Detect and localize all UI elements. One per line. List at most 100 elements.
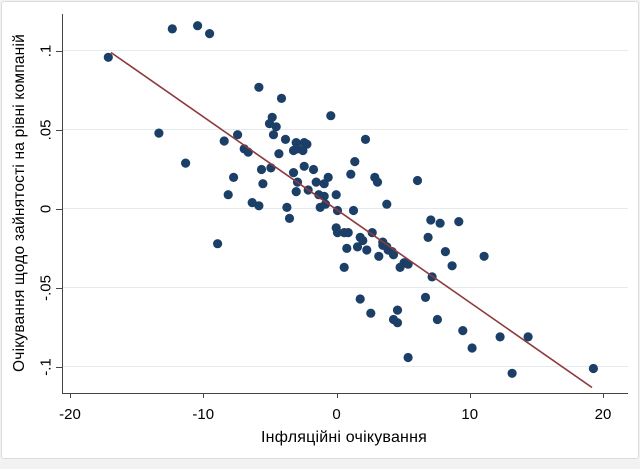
x-tick-mark xyxy=(469,393,471,398)
scatter-point xyxy=(392,318,403,328)
scatter-point xyxy=(403,352,413,363)
scatter-point xyxy=(372,177,383,187)
y-tick-mark xyxy=(56,287,62,289)
scatter-point xyxy=(388,250,399,260)
scatter-point xyxy=(223,190,233,200)
gridline xyxy=(63,50,628,52)
scatter-point xyxy=(435,218,445,228)
x-tick-mark xyxy=(203,393,205,398)
scatter-point xyxy=(355,294,365,304)
gridline xyxy=(63,287,628,289)
scatter-point xyxy=(360,134,371,144)
scatter-point xyxy=(288,145,299,156)
scatter-point xyxy=(326,111,336,121)
gridline xyxy=(63,366,628,368)
fit-line xyxy=(110,51,593,389)
scatter-point xyxy=(367,228,377,238)
scatter-point xyxy=(276,93,287,103)
x-tick-label: -10 xyxy=(192,406,215,423)
scatter-point xyxy=(479,251,489,261)
scatter-point xyxy=(352,242,363,252)
scatter-point xyxy=(284,213,295,223)
x-tick-mark xyxy=(603,393,604,398)
scatter-point xyxy=(454,217,464,227)
scatter-point xyxy=(440,247,450,257)
scatter-point xyxy=(193,21,203,31)
scatter-point xyxy=(467,343,477,353)
chart-figure xyxy=(1,1,639,459)
scatter-point xyxy=(258,179,268,189)
scatter-point xyxy=(447,261,457,271)
scatter-point xyxy=(103,52,113,62)
scatter-point xyxy=(254,82,264,92)
gridline xyxy=(63,208,628,210)
scatter-point xyxy=(332,228,343,238)
y-tick-label: -.05 xyxy=(37,275,55,301)
scatter-point xyxy=(348,205,359,216)
scatter-point xyxy=(229,172,239,182)
scatter-point xyxy=(298,145,308,156)
y-tick-label: .1 xyxy=(37,44,55,58)
y-tick-label: .05 xyxy=(37,119,55,141)
x-tick-label: 0 xyxy=(332,406,341,423)
scatter-point xyxy=(319,179,329,189)
scatter-point xyxy=(254,201,264,211)
plot-area xyxy=(62,14,628,394)
scatter-point xyxy=(320,199,331,209)
y-tick-mark xyxy=(56,208,62,210)
y-tick-mark xyxy=(56,50,62,52)
scatter-point xyxy=(423,232,433,242)
scatter-point xyxy=(523,332,533,342)
scatter-point xyxy=(205,29,215,39)
scatter-point xyxy=(588,363,599,374)
scatter-point xyxy=(282,202,292,212)
x-tick-label: 10 xyxy=(461,406,479,423)
scatter-point xyxy=(280,134,291,144)
scatter-point xyxy=(256,164,267,175)
scatter-point xyxy=(271,122,281,132)
x-tick-label: 20 xyxy=(594,406,612,423)
scatter-point xyxy=(311,177,321,187)
scatter-point xyxy=(181,158,191,168)
scatter-point xyxy=(507,368,517,378)
scatter-point xyxy=(495,332,505,342)
scatter-point xyxy=(154,128,164,138)
scatter-point xyxy=(331,190,341,200)
x-tick-label: -20 xyxy=(59,406,81,423)
scatter-point xyxy=(458,326,468,336)
x-tick-mark xyxy=(69,393,71,398)
scatter-point xyxy=(374,251,384,261)
scatter-point xyxy=(382,199,392,209)
scatter-point xyxy=(268,130,279,140)
y-tick-label: 0 xyxy=(37,204,55,214)
scatter-point xyxy=(308,164,319,175)
scatter-point xyxy=(342,243,352,253)
scatter-point xyxy=(362,245,372,255)
scatter-point xyxy=(343,228,353,238)
scatter-point xyxy=(213,239,223,249)
y-tick-mark xyxy=(56,366,62,368)
scatter-point xyxy=(395,262,405,272)
scatter-point xyxy=(426,215,436,225)
scatter-point xyxy=(366,308,376,318)
scatter-point xyxy=(291,187,301,197)
scatter-point xyxy=(167,24,177,34)
scatter-point xyxy=(288,168,299,178)
scatter-point xyxy=(219,136,229,146)
scatter-point xyxy=(432,314,442,325)
scatter-point xyxy=(420,292,431,302)
scatter-canvas xyxy=(103,21,599,389)
y-tick-label: -.1 xyxy=(37,358,55,376)
scatter-point xyxy=(350,157,360,167)
scatter-point xyxy=(233,130,243,140)
y-tick-mark xyxy=(56,129,62,131)
x-axis-title: Інфляційні очікування xyxy=(261,429,427,446)
gridline xyxy=(63,129,628,131)
scatter-point xyxy=(339,262,349,272)
x-tick-mark xyxy=(336,393,338,398)
y-axis-title: Очікування щодо зайнятості на рівні комп… xyxy=(11,34,28,372)
scatter-point xyxy=(358,235,368,246)
scatter-point xyxy=(299,161,309,171)
scatter-point xyxy=(392,305,403,315)
scatter-point xyxy=(346,169,356,179)
